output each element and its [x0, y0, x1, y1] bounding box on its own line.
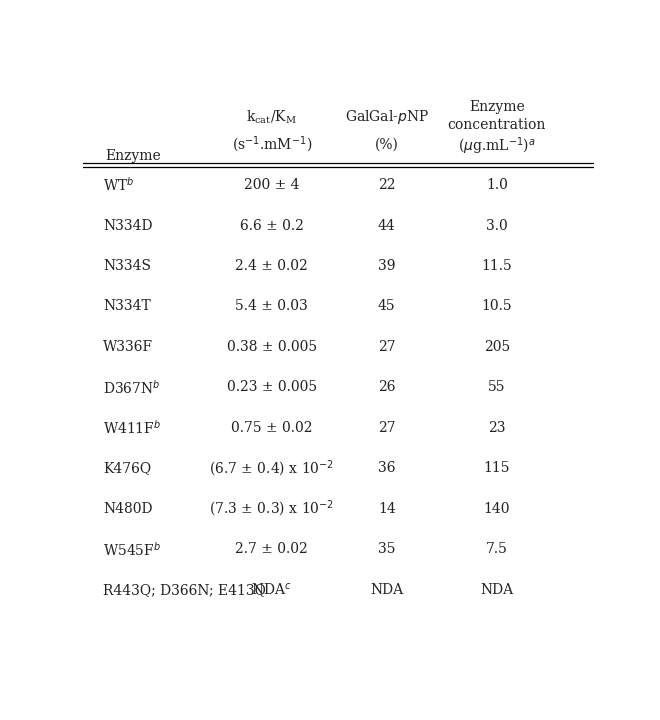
Text: 2.4 ± 0.02: 2.4 ± 0.02: [236, 259, 308, 273]
Text: 11.5: 11.5: [481, 259, 512, 273]
Text: (s$^{-1}$.mM$^{-1}$): (s$^{-1}$.mM$^{-1}$): [232, 135, 312, 155]
Text: 200 ± 4: 200 ± 4: [244, 178, 300, 192]
Text: 3.0: 3.0: [486, 219, 508, 233]
Text: 0.75 ± 0.02: 0.75 ± 0.02: [231, 421, 312, 435]
Text: 27: 27: [378, 421, 395, 435]
Text: 45: 45: [378, 300, 395, 313]
Text: 5.4 ± 0.03: 5.4 ± 0.03: [236, 300, 308, 313]
Text: ($\mu$g.mL$^{-1}$)$^{a}$: ($\mu$g.mL$^{-1}$)$^{a}$: [458, 135, 536, 156]
Text: Enzyme: Enzyme: [469, 101, 525, 114]
Text: W411F$^{b}$: W411F$^{b}$: [103, 419, 161, 437]
Text: 0.23 ± 0.005: 0.23 ± 0.005: [226, 380, 317, 395]
Text: K476Q: K476Q: [103, 462, 151, 475]
Text: W336F: W336F: [103, 340, 153, 354]
Text: 115: 115: [484, 462, 510, 475]
Text: 36: 36: [378, 462, 395, 475]
Text: 1.0: 1.0: [486, 178, 508, 192]
Text: N334T: N334T: [103, 300, 150, 313]
Text: N334D: N334D: [103, 219, 152, 233]
Text: N334S: N334S: [103, 259, 151, 273]
Text: NDA: NDA: [480, 582, 513, 597]
Text: 27: 27: [378, 340, 395, 354]
Text: (%): (%): [375, 138, 399, 152]
Text: D367N$^{b}$: D367N$^{b}$: [103, 379, 160, 397]
Text: 6.6 ± 0.2: 6.6 ± 0.2: [240, 219, 304, 233]
Text: 23: 23: [488, 421, 506, 435]
Text: 0.38 ± 0.005: 0.38 ± 0.005: [226, 340, 317, 354]
Text: NDA$^{c}$: NDA$^{c}$: [251, 582, 292, 598]
Text: 205: 205: [484, 340, 510, 354]
Text: 22: 22: [378, 178, 395, 192]
Text: 10.5: 10.5: [482, 300, 512, 313]
Text: 14: 14: [378, 502, 396, 516]
Text: R443Q; D366N; E413Q: R443Q; D366N; E413Q: [103, 582, 266, 597]
Text: 39: 39: [378, 259, 395, 273]
Text: (7.3 ± 0.3) x 10$^{-2}$: (7.3 ± 0.3) x 10$^{-2}$: [209, 499, 335, 519]
Text: 35: 35: [378, 542, 395, 557]
Text: (6.7 ± 0.4) x 10$^{-2}$: (6.7 ± 0.4) x 10$^{-2}$: [209, 458, 335, 479]
Text: GalGal-$p$NP: GalGal-$p$NP: [345, 108, 429, 126]
Text: 26: 26: [378, 380, 395, 395]
Text: W545F$^{b}$: W545F$^{b}$: [103, 541, 161, 558]
Text: 44: 44: [378, 219, 396, 233]
Text: 2.7 ± 0.02: 2.7 ± 0.02: [236, 542, 308, 557]
Text: 140: 140: [484, 502, 510, 516]
Text: 55: 55: [488, 380, 506, 395]
Text: Enzyme: Enzyme: [106, 149, 162, 163]
Text: N480D: N480D: [103, 502, 152, 516]
Text: concentration: concentration: [447, 118, 546, 132]
Text: k$_{\mathregular{cat}}$/K$_{\mathregular{M}}$: k$_{\mathregular{cat}}$/K$_{\mathregular…: [246, 108, 297, 125]
Text: 7.5: 7.5: [486, 542, 508, 557]
Text: WT$^{b}$: WT$^{b}$: [103, 176, 135, 194]
Text: NDA: NDA: [370, 582, 403, 597]
